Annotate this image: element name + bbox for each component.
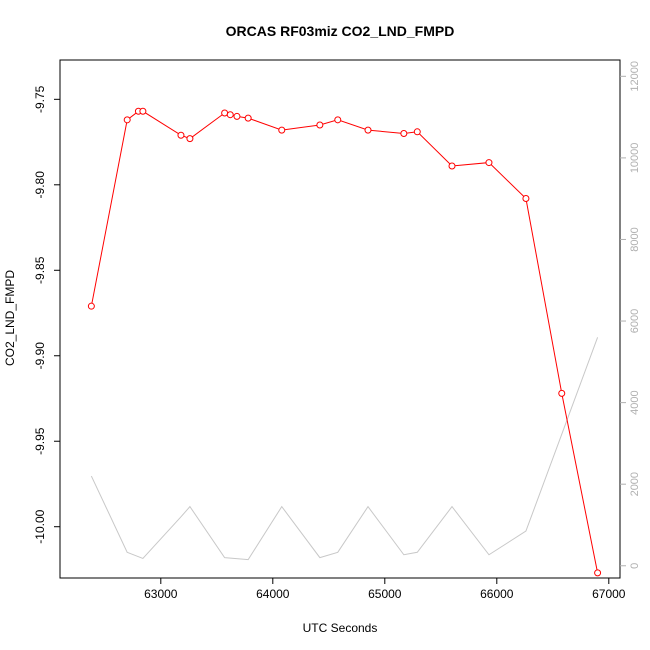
x-tick-label: 65000 [368,587,402,601]
data-point [87,302,95,310]
y-tick-label: -10.00 [33,509,47,543]
data-point [139,107,147,115]
data-point [522,194,530,202]
data-point [485,159,493,167]
data-point [334,116,342,124]
data-point [364,126,372,134]
y-tick-label: -9.75 [33,85,47,113]
data-point [316,121,324,129]
data-point [186,135,194,143]
data-point [123,116,131,124]
co2-series-line [90,110,599,573]
y-tick-label: -9.95 [33,427,47,455]
data-point [226,111,234,119]
data-point [233,112,241,120]
y-axis: -10.00 -9.95 -9.90 -9.85 -9.80 -9.75 [33,85,60,544]
x-tick-label: 63000 [144,587,178,601]
data-point [594,569,602,577]
series-layer [87,107,602,577]
y2-tick-label: 4000 [629,390,641,414]
plot-frame [59,59,621,579]
x-axis-label: UTC Seconds [303,621,378,635]
y2-tick-label: 8000 [629,227,641,251]
y2-axis: 0 2000 4000 6000 8000 10000 12000 [620,61,641,569]
y2-tick-label: 0 [629,563,641,569]
y-tick-label: -9.90 [33,342,47,370]
data-point [244,114,252,122]
data-point [448,162,456,170]
data-point [177,131,185,139]
y2-tick-label: 6000 [629,309,641,333]
data-point [400,130,408,138]
x-tick-label: 66000 [480,587,514,601]
y-axis-label: CO2_LND_FMPD [3,270,17,366]
y-tick-label: -9.80 [33,171,47,199]
secondary-series-line [90,337,599,561]
x-tick-label: 67000 [592,587,626,601]
x-axis: 63000 64000 65000 66000 67000 [144,578,626,601]
chart-title: ORCAS RF03miz CO2_LND_FMPD [226,23,455,39]
data-point [558,389,566,397]
y2-tick-label: 2000 [629,472,641,496]
data-point [413,128,421,136]
y2-tick-label: 10000 [629,143,641,174]
data-point [278,126,286,134]
x-tick-label: 64000 [256,587,290,601]
y-tick-label: -9.85 [33,256,47,284]
data-point [221,109,229,117]
y2-tick-label: 12000 [629,61,641,92]
